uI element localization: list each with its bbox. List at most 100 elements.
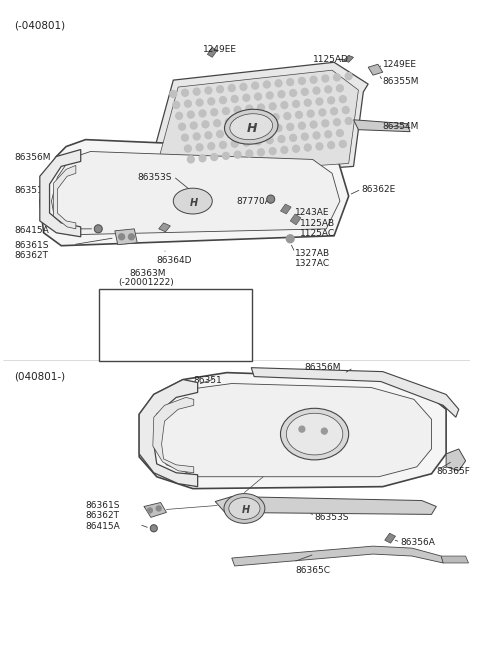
Circle shape <box>301 88 308 95</box>
Polygon shape <box>232 546 443 566</box>
Circle shape <box>170 90 177 98</box>
Circle shape <box>281 147 288 153</box>
Polygon shape <box>157 70 359 176</box>
Circle shape <box>199 110 206 117</box>
Text: 1125AD: 1125AD <box>312 55 348 64</box>
Circle shape <box>147 508 152 513</box>
Circle shape <box>243 139 250 146</box>
Circle shape <box>150 525 157 532</box>
Circle shape <box>243 94 250 102</box>
Circle shape <box>275 80 282 86</box>
Circle shape <box>216 86 224 93</box>
Circle shape <box>187 111 194 118</box>
Circle shape <box>336 84 343 92</box>
Circle shape <box>287 79 294 86</box>
Text: 86361S: 86361S <box>14 241 49 250</box>
Circle shape <box>290 90 297 96</box>
Circle shape <box>310 121 317 128</box>
Text: H: H <box>190 198 198 208</box>
Circle shape <box>345 73 352 80</box>
Text: (-040801): (-040801) <box>14 20 66 31</box>
Circle shape <box>228 84 235 92</box>
Circle shape <box>339 96 346 103</box>
Ellipse shape <box>225 109 278 144</box>
Polygon shape <box>251 367 459 417</box>
Circle shape <box>304 144 311 151</box>
Circle shape <box>156 506 161 511</box>
Circle shape <box>328 97 335 103</box>
Text: 87770A: 87770A <box>237 197 272 206</box>
Circle shape <box>196 99 203 106</box>
Polygon shape <box>207 47 217 57</box>
Circle shape <box>216 130 224 138</box>
Circle shape <box>322 428 327 434</box>
Circle shape <box>223 107 229 115</box>
Circle shape <box>258 149 264 156</box>
Circle shape <box>187 156 194 163</box>
Polygon shape <box>40 149 81 236</box>
Ellipse shape <box>224 494 265 523</box>
Circle shape <box>296 111 302 119</box>
Text: 86354M: 86354M <box>383 122 419 131</box>
Circle shape <box>266 92 273 99</box>
Circle shape <box>258 104 264 111</box>
Circle shape <box>231 96 238 102</box>
Circle shape <box>205 87 212 94</box>
Circle shape <box>193 133 200 140</box>
Text: 86356A: 86356A <box>400 538 435 547</box>
Circle shape <box>301 133 308 140</box>
Polygon shape <box>154 384 432 477</box>
Circle shape <box>252 127 259 134</box>
Circle shape <box>278 136 285 143</box>
Circle shape <box>325 86 332 93</box>
Polygon shape <box>53 165 76 229</box>
Circle shape <box>310 76 317 83</box>
Ellipse shape <box>230 114 273 140</box>
Text: ↙: ↙ <box>172 342 180 352</box>
Circle shape <box>322 75 329 82</box>
Text: 86353S: 86353S <box>137 174 172 182</box>
Circle shape <box>181 134 188 141</box>
Circle shape <box>219 97 227 103</box>
Text: 1327AC: 1327AC <box>295 259 330 268</box>
Circle shape <box>202 121 209 128</box>
Circle shape <box>181 89 188 96</box>
Text: 1249EE: 1249EE <box>383 60 417 69</box>
Circle shape <box>246 150 252 157</box>
Circle shape <box>184 145 192 152</box>
Circle shape <box>237 117 244 124</box>
Text: 86362T: 86362T <box>85 512 120 521</box>
Polygon shape <box>40 140 348 246</box>
Text: H: H <box>241 506 250 515</box>
Circle shape <box>211 153 217 160</box>
Polygon shape <box>385 533 396 543</box>
Polygon shape <box>215 496 436 514</box>
Polygon shape <box>441 556 468 563</box>
Text: 86356M: 86356M <box>305 363 341 371</box>
Polygon shape <box>139 379 198 487</box>
Text: 86365F: 86365F <box>436 467 470 476</box>
Circle shape <box>191 122 197 129</box>
Circle shape <box>179 123 185 130</box>
Circle shape <box>272 114 279 121</box>
Circle shape <box>173 102 180 108</box>
Circle shape <box>214 120 220 126</box>
Circle shape <box>193 88 200 95</box>
Text: (040801-): (040801-) <box>14 371 66 382</box>
Polygon shape <box>51 151 340 234</box>
Polygon shape <box>354 120 410 132</box>
Text: 86365C: 86365C <box>295 566 330 575</box>
Text: 1125AC: 1125AC <box>300 229 335 238</box>
Circle shape <box>299 426 305 432</box>
Circle shape <box>208 143 215 149</box>
Circle shape <box>269 147 276 155</box>
Text: 86351: 86351 <box>194 375 223 384</box>
Text: 86415A: 86415A <box>14 226 49 235</box>
Circle shape <box>293 100 300 107</box>
Text: 86363M: 86363M <box>130 269 166 278</box>
Text: 86351: 86351 <box>14 186 43 195</box>
Circle shape <box>234 151 241 158</box>
Circle shape <box>278 91 285 98</box>
Circle shape <box>286 234 294 243</box>
Ellipse shape <box>229 498 260 519</box>
